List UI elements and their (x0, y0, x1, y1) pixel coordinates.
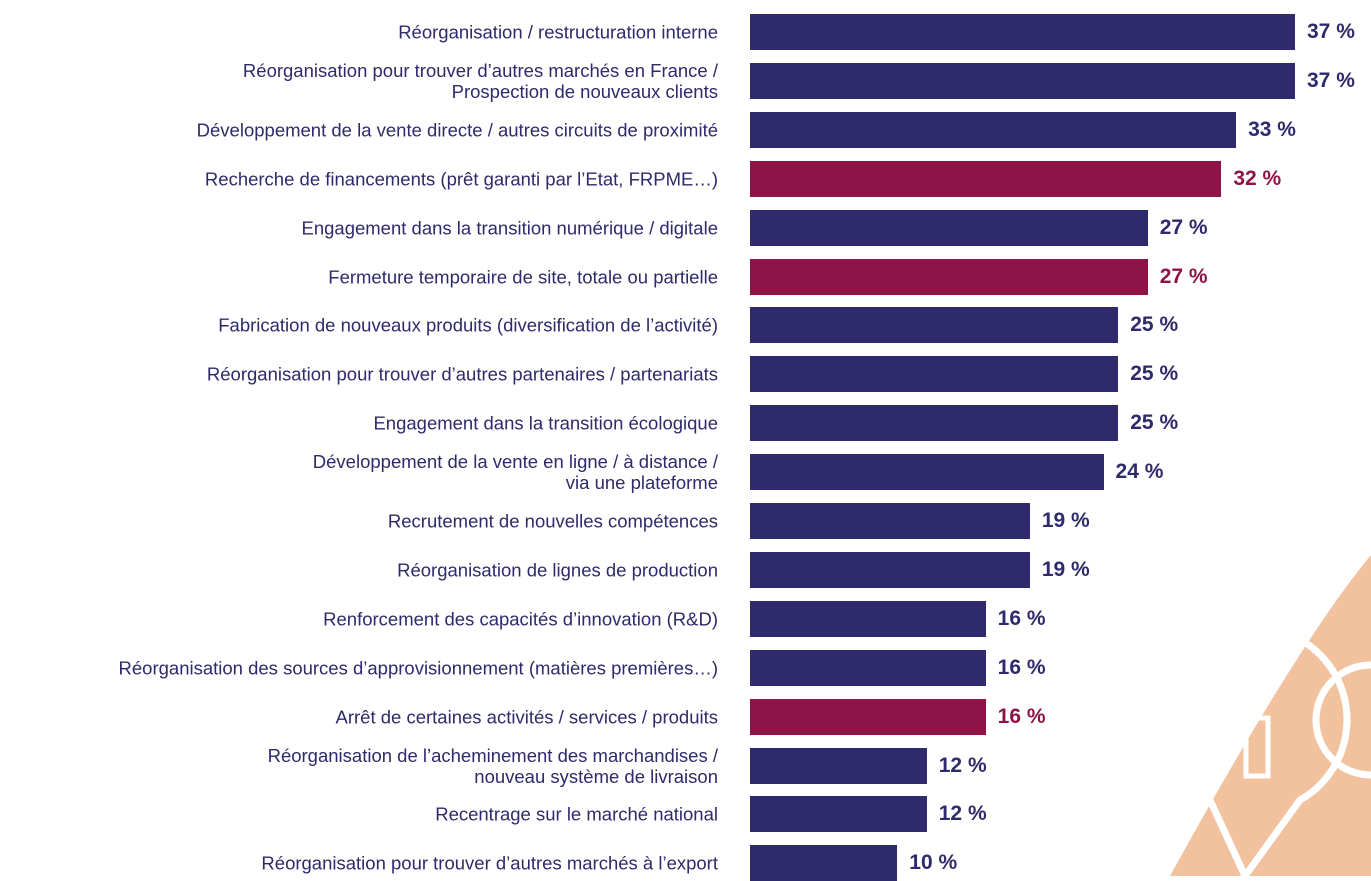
category-label: Réorganisation des sources d’approvision… (0, 657, 718, 678)
value-label: 16 % (998, 656, 1046, 680)
bar (750, 699, 986, 735)
category-label: Réorganisation pour trouver d’autres mar… (0, 853, 718, 874)
bar (750, 748, 927, 784)
value-label: 25 % (1130, 362, 1178, 386)
value-label: 25 % (1130, 313, 1178, 337)
category-label: Réorganisation de l’acheminement des mar… (0, 745, 718, 787)
category-label: Développement de la vente directe / autr… (0, 119, 718, 140)
category-label: Fabrication de nouveaux produits (divers… (0, 315, 718, 336)
bar (750, 356, 1118, 392)
value-label: 12 % (939, 802, 987, 826)
value-label: 24 % (1116, 460, 1164, 484)
bar (750, 307, 1118, 343)
category-label: Recrutement de nouvelles compétences (0, 511, 718, 532)
category-label: Recentrage sur le marché national (0, 804, 718, 825)
bar (750, 650, 986, 686)
value-label: 19 % (1042, 558, 1090, 582)
category-label: Recherche de financements (prêt garanti … (0, 168, 718, 189)
category-label: Arrêt de certaines activités / services … (0, 706, 718, 727)
value-label: 32 % (1233, 167, 1281, 191)
category-label: Engagement dans la transition numérique … (0, 217, 718, 238)
category-label: Réorganisation / restructuration interne (0, 22, 718, 43)
category-label: Renforcement des capacités d’innovation … (0, 608, 718, 629)
bar (750, 210, 1148, 246)
category-label: Réorganisation pour trouver d’autres mar… (0, 60, 718, 102)
bar (750, 796, 927, 832)
bar (750, 63, 1295, 99)
chart: Réorganisation / restructuration interne… (0, 0, 1371, 876)
value-label: 37 % (1307, 69, 1355, 93)
category-label: Réorganisation de lignes de production (0, 559, 718, 580)
value-label: 27 % (1160, 265, 1208, 289)
value-label: 25 % (1130, 411, 1178, 435)
value-label: 33 % (1248, 118, 1296, 142)
value-label: 16 % (998, 607, 1046, 631)
bar (750, 601, 986, 637)
bar (750, 161, 1221, 197)
value-label: 27 % (1160, 216, 1208, 240)
bar (750, 112, 1236, 148)
category-label: Fermeture temporaire de site, totale ou … (0, 266, 718, 287)
bar (750, 259, 1148, 295)
value-label: 16 % (998, 705, 1046, 729)
bar (750, 503, 1030, 539)
category-label: Réorganisation pour trouver d’autres par… (0, 364, 718, 385)
bar (750, 552, 1030, 588)
value-label: 12 % (939, 754, 987, 778)
bar (750, 405, 1118, 441)
category-label: Développement de la vente en ligne / à d… (0, 451, 718, 493)
bar (750, 14, 1295, 50)
value-label: 10 % (909, 851, 957, 875)
page: Réorganisation / restructuration interne… (0, 0, 1371, 876)
value-label: 37 % (1307, 20, 1355, 44)
value-label: 19 % (1042, 509, 1090, 533)
bar (750, 454, 1104, 490)
category-label: Engagement dans la transition écologique (0, 413, 718, 434)
